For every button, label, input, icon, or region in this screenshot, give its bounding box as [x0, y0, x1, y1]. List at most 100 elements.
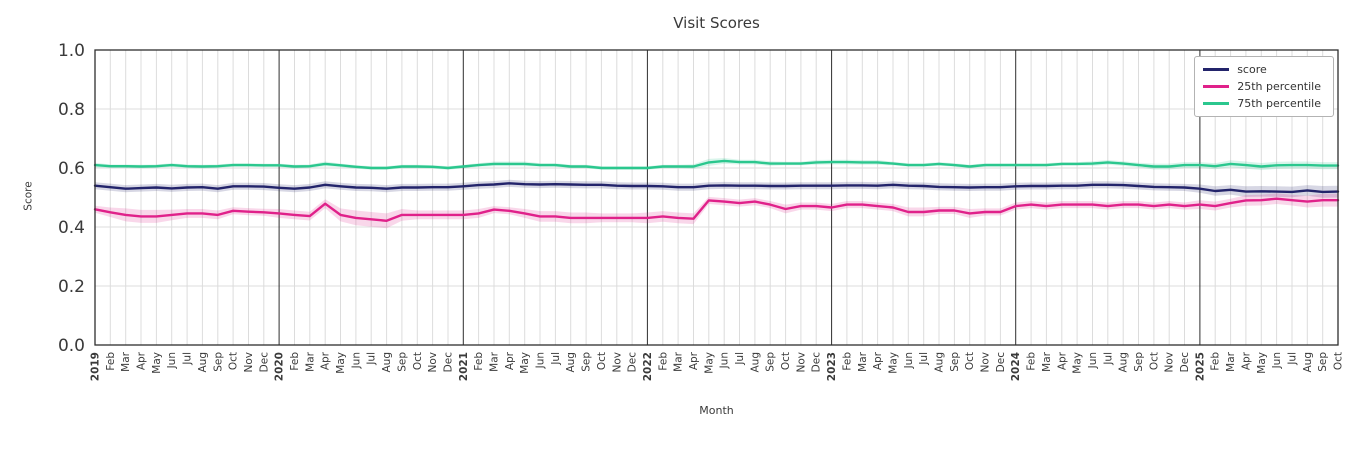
legend: score 25th percentile 75th percentile: [1194, 56, 1334, 117]
x-tick-label: Mar: [857, 351, 869, 371]
x-tick-label: Aug: [1118, 352, 1130, 373]
year-boundary-lines: [278, 50, 1201, 345]
x-tick-label: Mar: [304, 351, 316, 371]
x-axis-label: Month: [699, 404, 734, 417]
x-tick-label: Nov: [427, 352, 439, 373]
legend-label: 25th percentile: [1237, 80, 1321, 93]
x-tick-label: Apr: [504, 351, 516, 370]
x-tick-label: May: [151, 352, 163, 374]
y-tick-label: 1.0: [58, 41, 85, 61]
x-tick-label: Jul: [366, 352, 378, 366]
x-tick-label: Mar: [489, 351, 501, 371]
x-tick-label: Dec: [1179, 352, 1191, 373]
x-tick-label: Jun: [166, 352, 178, 369]
legend-label: score: [1237, 63, 1267, 76]
x-tick-label: 2019: [90, 352, 102, 381]
legend-swatch-score: [1203, 68, 1230, 71]
x-tick-label: Feb: [657, 352, 669, 371]
x-tick-label: Jun: [1271, 352, 1283, 369]
series-lines: [93, 159, 1340, 223]
x-tick-label: Apr: [872, 351, 884, 370]
x-tick-label: Apr: [320, 351, 332, 370]
x-tick-label: Apr: [1056, 351, 1068, 370]
series-line-75th-percentile: [93, 159, 1340, 170]
x-tick-label: Jul: [550, 352, 562, 366]
x-tick-label: Oct: [412, 352, 424, 370]
legend-swatch-25th-percentile: [1203, 85, 1230, 88]
x-tick-label: Aug: [1302, 352, 1314, 373]
x-tick-label: Jun: [719, 352, 731, 369]
x-tick-label: Mar: [1225, 351, 1237, 371]
legend-swatch-75th-percentile: [1203, 102, 1230, 105]
x-tick-label: Dec: [627, 352, 639, 373]
x-tick-label: Jun: [903, 352, 915, 369]
x-tick-label: Feb: [1210, 352, 1222, 371]
x-tick-label: Aug: [565, 352, 577, 373]
x-tick-label: 2024: [1010, 352, 1022, 381]
confidence-bands: [95, 158, 1338, 229]
x-tick-label: May: [519, 352, 531, 374]
x-tick-label: Oct: [1148, 352, 1160, 370]
x-tick-label: Aug: [749, 352, 761, 373]
x-tick-label: May: [335, 352, 347, 374]
legend-entry-score: score: [1203, 63, 1321, 76]
x-tick-label: Jul: [918, 352, 930, 366]
y-tick-label: 0.0: [58, 336, 85, 356]
y-tick-label: 0.8: [58, 100, 85, 120]
x-tick-label: 2022: [642, 352, 654, 381]
x-tick-label: 2023: [826, 352, 838, 381]
x-tick-label: Oct: [1333, 352, 1345, 370]
y-tick-label: 0.2: [58, 277, 85, 297]
x-tick-label: Nov: [243, 352, 255, 373]
x-tick-label: May: [703, 352, 715, 374]
x-tick-label: Mar: [120, 351, 132, 371]
x-tick-label: Dec: [443, 352, 455, 373]
x-tick-label: May: [888, 352, 900, 374]
x-tick-label: Sep: [1133, 352, 1145, 372]
x-tick-label: Jun: [535, 352, 547, 369]
x-tick-label: Apr: [1240, 351, 1252, 370]
x-tick-label: Feb: [1026, 352, 1038, 371]
x-tick-label: Oct: [964, 352, 976, 370]
x-tick-label: Feb: [473, 352, 485, 371]
chart-title: Visit Scores: [673, 14, 760, 32]
x-tick-label: Nov: [980, 352, 992, 373]
series-line-25th-percentile: [93, 197, 1340, 223]
y-axis-label: Score: [22, 181, 35, 211]
x-tick-label: Aug: [934, 352, 946, 373]
gridlines: [95, 50, 1339, 345]
y-tick-label: 0.6: [58, 159, 85, 179]
x-tick-label: Nov: [1164, 352, 1176, 373]
x-tick-label: Feb: [841, 352, 853, 371]
x-tick-label: Mar: [673, 351, 685, 371]
x-tick-label: Nov: [795, 352, 807, 373]
x-tick-label: 2025: [1194, 352, 1206, 381]
x-tick-label: 2021: [458, 352, 470, 381]
x-tick-label: Jul: [1102, 352, 1114, 366]
x-tick-label: Apr: [688, 351, 700, 370]
x-tick-label: Dec: [811, 352, 823, 373]
x-tick-label: Mar: [1041, 351, 1053, 371]
x-tick-label: Jul: [1287, 352, 1299, 366]
legend-entry-25th-percentile: 25th percentile: [1203, 80, 1321, 93]
x-tick-label: Feb: [289, 352, 301, 371]
x-tick-label: Oct: [780, 352, 792, 370]
y-tick-labels: 0.0 0.2 0.4 0.6 0.8 1.0: [58, 41, 85, 356]
x-tick-label: Dec: [995, 352, 1007, 373]
x-tick-label: Nov: [611, 352, 623, 373]
band-score: [95, 179, 1338, 198]
series-line-score: [93, 182, 1340, 194]
legend-label: 75th percentile: [1237, 97, 1321, 110]
x-tick-label: Jun: [1087, 352, 1099, 369]
y-tick-label: 0.4: [58, 218, 85, 238]
x-tick-label: Oct: [228, 352, 240, 370]
x-tick-label: May: [1072, 352, 1084, 374]
x-tick-label: Sep: [1317, 352, 1329, 372]
x-tick-label: Aug: [381, 352, 393, 373]
x-tick-label: Feb: [105, 352, 117, 371]
x-tick-label: Dec: [258, 352, 270, 373]
x-tick-label: Aug: [197, 352, 209, 373]
x-tick-label: Sep: [765, 352, 777, 372]
